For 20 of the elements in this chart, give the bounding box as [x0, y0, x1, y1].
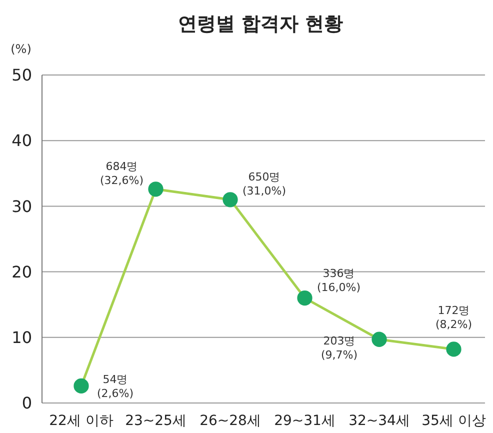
data-label: 172명 (8,2%) — [435, 304, 472, 332]
data-label: 684명 (32,6%) — [100, 160, 144, 188]
x-tick-label: 22세 이하 — [49, 413, 114, 429]
chart-title: 연령별 합격자 현황 — [178, 13, 344, 35]
data-label: 336명 (16,0%) — [316, 267, 361, 294]
x-tick-label: 26~28세 — [200, 413, 261, 429]
x-tick-label: 32~34세 — [348, 413, 410, 429]
x-tick-label: 35세 이상 — [422, 413, 486, 429]
data-label: 54명 (2,6%) — [96, 372, 134, 400]
data-label: 203명 (9,7%) — [320, 334, 358, 362]
x-tick-label: 23~25세 — [125, 413, 186, 429]
x-tick-label: 29~31세 — [274, 413, 336, 429]
y-tick-label: 10 — [12, 328, 32, 347]
y-tick-label: 20 — [12, 262, 32, 282]
y-tick-label: 50 — [12, 66, 32, 85]
y-tick-label: 30 — [12, 196, 32, 216]
y-tick-label: 40 — [12, 131, 32, 150]
y-axis-title: (%) — [10, 42, 32, 56]
data-label: 650명 (31,0%) — [242, 170, 286, 198]
y-tick-label: 0 — [22, 394, 32, 413]
